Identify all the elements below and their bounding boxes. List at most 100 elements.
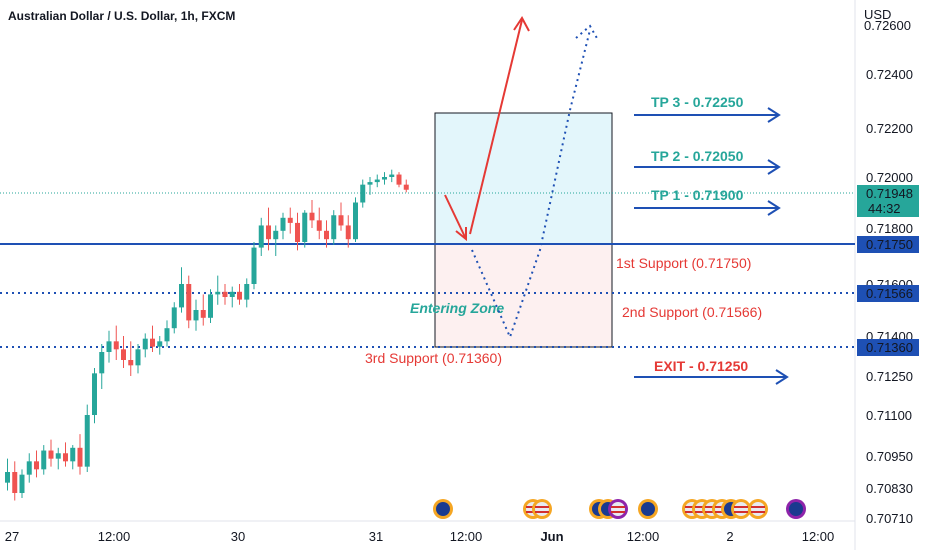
candle-body bbox=[251, 247, 257, 284]
y-tick: 0.71800 bbox=[866, 221, 913, 236]
candle-body bbox=[121, 349, 126, 360]
candle-body bbox=[396, 174, 402, 185]
currency-label: USD bbox=[864, 7, 891, 22]
candle-body bbox=[215, 291, 221, 295]
candle-body bbox=[382, 177, 387, 180]
candle-body bbox=[150, 338, 155, 347]
tp1-label: TP 1 - 0.71900 bbox=[651, 187, 744, 203]
plot-area[interactable] bbox=[0, 0, 855, 520]
x-tick: 27 bbox=[5, 529, 19, 544]
x-tick: 12:00 bbox=[627, 529, 660, 544]
x-tick: 31 bbox=[369, 529, 383, 544]
x-tick: 12:00 bbox=[802, 529, 835, 544]
chart-title: Australian Dollar / U.S. Dollar, 1h, FXC… bbox=[8, 9, 235, 23]
zone-label: Entering Zone bbox=[410, 300, 504, 316]
y-tick: 0.72400 bbox=[866, 67, 913, 82]
us-flag-icon[interactable] bbox=[532, 499, 552, 519]
candle-body bbox=[5, 472, 10, 483]
candle-body bbox=[164, 328, 170, 342]
candle-body bbox=[360, 184, 366, 203]
x-tick: 2 bbox=[726, 529, 733, 544]
candle-body bbox=[84, 415, 90, 467]
tp2-label: TP 2 - 0.72050 bbox=[651, 148, 744, 164]
x-tick: Jun bbox=[540, 529, 563, 544]
support-1-price: 0.71750 bbox=[866, 237, 913, 252]
candle-body bbox=[244, 284, 250, 300]
candle-body bbox=[128, 360, 134, 366]
au-flag-icon[interactable] bbox=[638, 499, 658, 519]
candle-body bbox=[237, 291, 242, 300]
candle-body bbox=[389, 174, 395, 177]
candle-body bbox=[26, 461, 32, 475]
current-price-badge: 0.71948 44:32 bbox=[857, 185, 919, 217]
y-tick: 0.72200 bbox=[866, 121, 913, 136]
tp3-label: TP 3 - 0.72250 bbox=[651, 94, 744, 110]
y-tick-clipped: 0.72600 bbox=[864, 18, 911, 33]
y-tick: 0.71100 bbox=[866, 408, 912, 423]
candle-body bbox=[331, 215, 337, 240]
scenario-arrow-red bbox=[444, 16, 530, 242]
au-flag-icon[interactable] bbox=[786, 499, 806, 519]
y-tick: 0.70830 bbox=[866, 481, 913, 496]
candle-body bbox=[208, 294, 213, 318]
candle-body bbox=[77, 447, 83, 467]
y-tick: 0.70950 bbox=[866, 449, 913, 464]
y-tick: 0.70710 bbox=[866, 511, 913, 526]
candle-body bbox=[229, 291, 235, 297]
candle-body bbox=[55, 453, 61, 459]
candle-body bbox=[41, 450, 47, 470]
current-price-value: 0.71948 bbox=[866, 186, 913, 201]
au-flag-icon[interactable] bbox=[433, 499, 453, 519]
candle-body bbox=[316, 220, 322, 231]
candle-body bbox=[63, 453, 68, 462]
us-flag-icon[interactable] bbox=[748, 499, 768, 519]
support-1-label: 1st Support (0.71750) bbox=[616, 255, 751, 271]
scenario-path-dotted bbox=[471, 24, 599, 340]
candle-body bbox=[403, 184, 409, 190]
exit-label: EXIT - 0.71250 bbox=[654, 358, 748, 374]
candles bbox=[5, 169, 409, 501]
support-3-badge: 0.71360 bbox=[857, 339, 919, 356]
candle-body bbox=[186, 284, 192, 321]
us-flag-icon[interactable] bbox=[731, 499, 751, 519]
candle-body bbox=[302, 212, 308, 242]
candle-body bbox=[106, 341, 112, 352]
candle-body bbox=[157, 341, 163, 347]
candle-body bbox=[19, 474, 25, 493]
support-3-price: 0.71360 bbox=[866, 340, 913, 355]
candle-body bbox=[142, 338, 148, 350]
candle-body bbox=[70, 447, 76, 462]
candle-body bbox=[324, 230, 329, 240]
candle-body bbox=[179, 284, 184, 308]
support-2-price: 0.71566 bbox=[866, 286, 913, 301]
us-flag-icon[interactable] bbox=[608, 499, 628, 519]
x-tick: 12:00 bbox=[98, 529, 131, 544]
candle-body bbox=[193, 310, 199, 321]
candle-body bbox=[34, 461, 39, 470]
candle-body bbox=[280, 217, 286, 231]
tp3-arrow bbox=[634, 107, 781, 123]
candle-body bbox=[113, 341, 119, 350]
support-1-badge: 0.71750 bbox=[857, 236, 919, 253]
candle-body bbox=[367, 182, 373, 185]
candle-body bbox=[222, 291, 228, 297]
candle-body bbox=[287, 217, 293, 223]
tp2-arrow bbox=[634, 159, 781, 175]
event-flags[interactable] bbox=[433, 499, 806, 519]
x-tick: 30 bbox=[231, 529, 245, 544]
candle-body bbox=[266, 225, 271, 240]
target-zone bbox=[435, 113, 612, 244]
candle-body bbox=[338, 215, 344, 226]
candle-body bbox=[374, 179, 380, 183]
candle-body bbox=[12, 472, 18, 493]
candle-body bbox=[273, 230, 279, 240]
candle-body bbox=[99, 352, 105, 374]
candle-countdown: 44:32 bbox=[868, 201, 901, 216]
candle-body bbox=[48, 450, 54, 459]
candle-body bbox=[200, 310, 206, 318]
candle-body bbox=[353, 202, 358, 240]
candle-body bbox=[92, 373, 97, 415]
candle-body bbox=[258, 225, 264, 248]
candle-body bbox=[309, 212, 315, 221]
